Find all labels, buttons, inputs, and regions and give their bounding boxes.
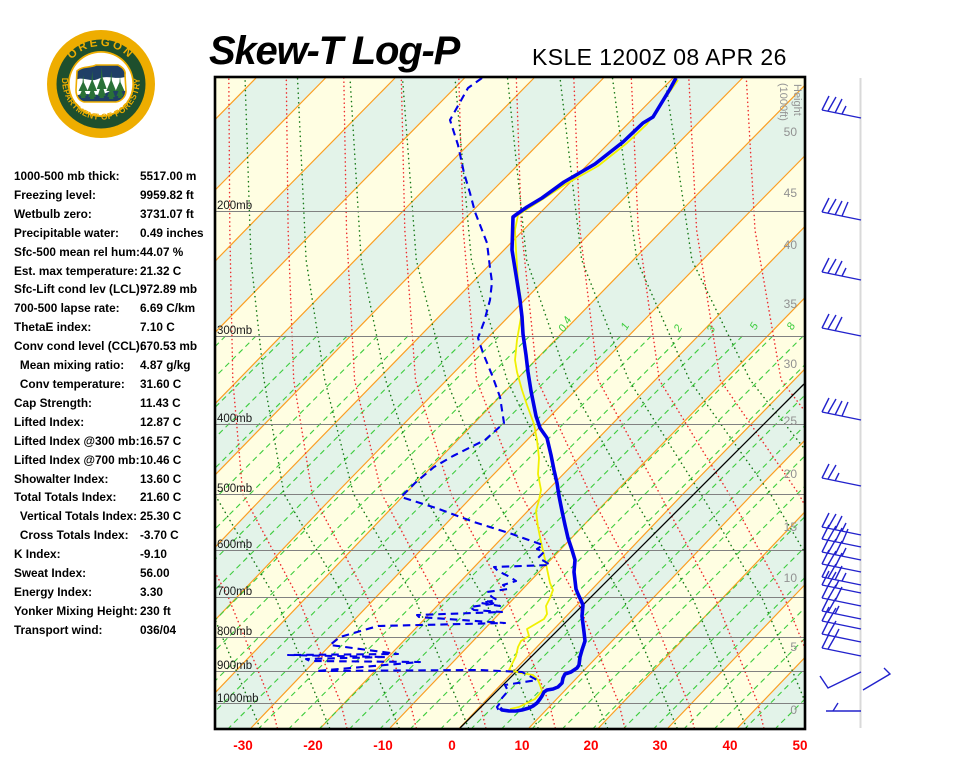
svg-text:1: 1 — [619, 321, 632, 332]
svg-text:-10: -10 — [373, 738, 393, 753]
svg-text:700mb: 700mb — [217, 586, 252, 598]
svg-text:25: 25 — [784, 414, 798, 428]
svg-text:50: 50 — [784, 125, 798, 139]
svg-text:40: 40 — [784, 238, 798, 252]
svg-text:Height: Height — [791, 84, 803, 116]
svg-text:400mb: 400mb — [217, 413, 252, 425]
svg-text:600mb: 600mb — [217, 539, 252, 551]
svg-text:-20: -20 — [303, 738, 323, 753]
svg-text:900mb: 900mb — [217, 660, 252, 672]
svg-text:200mb: 200mb — [217, 200, 252, 212]
svg-text:(1000ft): (1000ft) — [777, 83, 789, 121]
svg-text:0: 0 — [790, 703, 797, 717]
svg-text:20: 20 — [784, 467, 798, 481]
svg-text:35: 35 — [784, 297, 798, 311]
svg-text:15: 15 — [784, 520, 798, 534]
svg-text:300mb: 300mb — [217, 325, 252, 337]
svg-text:500mb: 500mb — [217, 483, 252, 495]
svg-text:20: 20 — [583, 738, 598, 753]
svg-text:30: 30 — [784, 357, 798, 371]
svg-text:-30: -30 — [233, 738, 253, 753]
svg-text:800mb: 800mb — [217, 626, 252, 638]
svg-text:40: 40 — [722, 738, 737, 753]
svg-text:10: 10 — [784, 571, 798, 585]
svg-text:10: 10 — [514, 738, 529, 753]
svg-text:5: 5 — [790, 640, 797, 654]
svg-text:30: 30 — [652, 738, 667, 753]
svg-text:1000mb: 1000mb — [217, 693, 259, 705]
svg-text:0: 0 — [448, 738, 456, 753]
svg-text:45: 45 — [784, 186, 798, 200]
svg-text:50: 50 — [792, 738, 807, 753]
